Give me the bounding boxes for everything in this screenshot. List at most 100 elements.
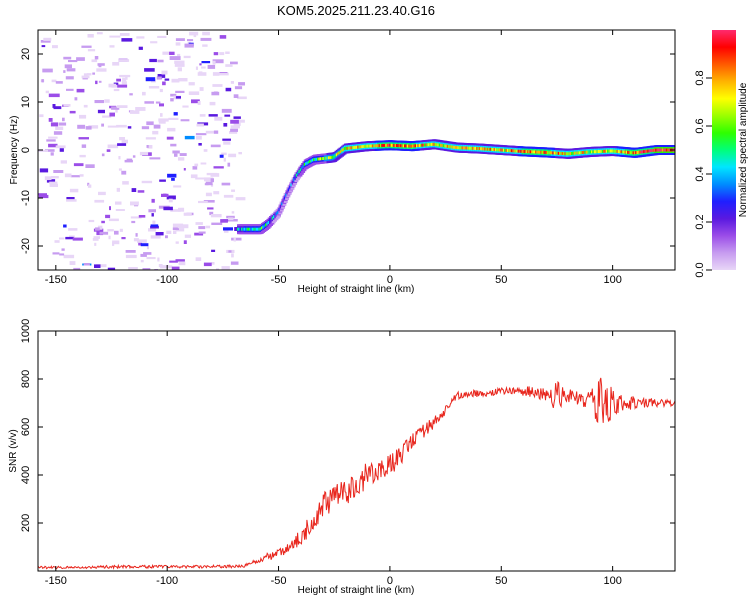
noise-speckle xyxy=(227,162,231,167)
noise-speckle xyxy=(151,198,155,203)
noise-speckle xyxy=(209,211,214,216)
noise-speckle xyxy=(210,214,222,218)
noise-speckle xyxy=(188,82,195,86)
colorbar-gradient xyxy=(712,30,736,270)
noise-speckle xyxy=(51,176,59,179)
noise-speckle xyxy=(223,157,226,162)
y-tick-label: 20 xyxy=(20,48,32,60)
noise-speckle xyxy=(231,189,235,192)
x-tick-label: -100 xyxy=(156,274,178,286)
noise-speckle xyxy=(88,125,99,129)
noise-speckle xyxy=(183,240,187,244)
y-tick-label: 0 xyxy=(20,147,32,153)
noise-speckle xyxy=(219,72,229,76)
noise-speckle xyxy=(142,268,151,270)
noise-speckle xyxy=(87,184,92,188)
noise-speckle xyxy=(117,84,128,88)
noise-speckle xyxy=(87,182,90,186)
noise-speckle xyxy=(121,81,127,85)
noise-speckle xyxy=(225,87,232,92)
noise-speckle xyxy=(160,265,169,269)
noise-speckle xyxy=(78,137,89,140)
noise-speckle xyxy=(115,109,118,113)
noise-speckle xyxy=(228,219,238,222)
noise-speckle xyxy=(225,64,233,67)
noise-speckle xyxy=(81,45,92,48)
noise-speckle xyxy=(190,174,198,179)
noise-speckle xyxy=(115,201,122,205)
noise-speckle xyxy=(173,112,178,116)
noise-speckle xyxy=(195,133,207,136)
noise-speckle xyxy=(175,38,185,41)
noise-speckle xyxy=(203,149,208,152)
noise-speckle xyxy=(81,144,87,148)
noise-speckle xyxy=(102,115,112,118)
noise-speckle xyxy=(135,107,146,111)
noise-speckle xyxy=(212,84,223,87)
noise-speckle xyxy=(109,35,121,38)
noise-speckle xyxy=(212,60,216,65)
noise-speckle xyxy=(46,139,56,142)
noise-speckle xyxy=(223,123,228,127)
noise-speckle xyxy=(234,119,245,123)
noise-speckle xyxy=(158,264,163,268)
noise-speckle xyxy=(42,68,53,73)
noise-speckle xyxy=(172,150,180,154)
noise-speckle xyxy=(98,191,106,196)
noise-speckle xyxy=(219,154,224,158)
noise-speckle xyxy=(155,101,161,104)
noise-speckle xyxy=(118,59,130,62)
noise-speckle xyxy=(83,104,88,108)
noise-speckle xyxy=(219,52,225,56)
noise-speckle xyxy=(150,225,159,229)
noise-speckle xyxy=(116,187,120,192)
noise-speckle xyxy=(119,228,123,232)
noise-speckle xyxy=(188,91,200,95)
noise-speckle xyxy=(207,64,216,69)
noise-speckle xyxy=(195,135,202,140)
noise-speckle xyxy=(41,45,46,48)
snr-axes: -150 -100 -50 0 50 100 200 400 600 800 1000 xyxy=(20,319,675,587)
colorbar-tick-label: 0.4 xyxy=(694,166,706,181)
noise-speckle xyxy=(170,98,174,102)
noise-speckle xyxy=(223,141,231,145)
noise-speckle xyxy=(168,117,179,120)
noise-speckle xyxy=(238,152,242,155)
noise-speckle xyxy=(140,259,144,263)
noise-speckle xyxy=(125,250,136,253)
noise-speckle xyxy=(228,153,237,158)
noise-speckle xyxy=(58,122,67,126)
noise-speckle xyxy=(172,223,184,228)
noise-speckle xyxy=(180,119,190,122)
noise-speckle xyxy=(203,200,215,203)
noise-speckle xyxy=(213,52,219,56)
noise-speckle xyxy=(76,88,85,93)
noise-speckle xyxy=(94,100,104,104)
noise-speckle xyxy=(182,105,189,108)
noise-speckle xyxy=(178,157,185,161)
noise-speckle xyxy=(124,159,133,163)
noise-speckle xyxy=(171,78,180,83)
noise-speckle xyxy=(132,155,136,158)
noise-speckle xyxy=(52,104,56,108)
noise-speckle xyxy=(225,51,230,54)
noise-speckle xyxy=(161,70,168,75)
x-tick-label: -50 xyxy=(271,274,287,286)
x-tick-label: 100 xyxy=(603,575,621,587)
snr-panel: -150 -100 -50 0 50 100 200 400 600 800 1000 Height… xyxy=(8,319,676,596)
noise-speckle xyxy=(219,35,227,39)
noise-speckle xyxy=(107,144,119,149)
noise-speckle xyxy=(173,185,182,188)
noise-speckle xyxy=(138,215,146,218)
noise-speckle xyxy=(230,81,234,84)
noise-speckle xyxy=(107,229,114,232)
noise-speckle xyxy=(174,153,178,157)
noise-speckle xyxy=(107,267,116,270)
noise-speckle xyxy=(166,230,172,234)
noise-speckle xyxy=(117,143,127,146)
noise-speckle xyxy=(177,224,189,229)
noise-speckle xyxy=(149,58,157,63)
noise-speckle xyxy=(60,160,67,164)
noise-speckle xyxy=(184,234,191,238)
noise-speckle xyxy=(136,36,145,39)
